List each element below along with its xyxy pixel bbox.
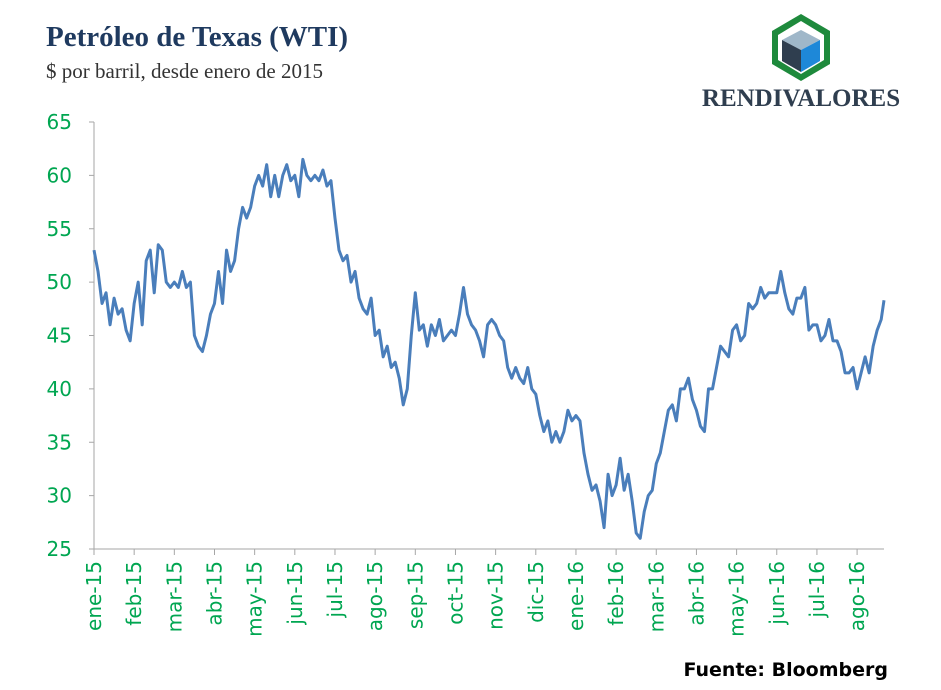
x-tick-label: jul-15 <box>323 561 347 618</box>
logo: RENDIVALORES <box>702 14 900 112</box>
y-tick-label: 40 <box>47 377 72 401</box>
x-tick-label: ago-15 <box>363 561 387 631</box>
y-tick-label: 30 <box>47 484 72 508</box>
x-tick-label: abr-16 <box>684 561 708 626</box>
x-tick-label: jul-16 <box>805 561 829 618</box>
y-tick-label: 35 <box>47 430 72 454</box>
y-tick-label: 60 <box>47 163 72 187</box>
x-tick-label: mar-15 <box>162 561 186 632</box>
x-tick-label: ene-16 <box>564 561 588 631</box>
x-tick-label: dic-15 <box>524 561 548 623</box>
x-tick-label: sep-15 <box>403 561 427 629</box>
y-tick-label: 65 <box>47 110 72 134</box>
x-tick-label: may-15 <box>243 561 267 637</box>
x-tick-label: feb-15 <box>122 561 146 626</box>
x-tick-label: oct-15 <box>443 561 467 625</box>
logo-cube-left <box>782 40 801 72</box>
y-tick-label: 25 <box>47 537 72 561</box>
chart-subtitle: $ por barril, desde enero de 2015 <box>46 59 323 83</box>
x-tick-label: jun-16 <box>765 561 789 626</box>
y-tick-label: 45 <box>47 324 72 348</box>
chart-title: Petróleo de Texas (WTI) <box>46 21 348 53</box>
x-tick-label: ago-16 <box>845 561 869 631</box>
logo-text: RENDIVALORES <box>702 85 900 112</box>
x-tick-label: feb-16 <box>604 561 628 626</box>
x-tick-label: ene-15 <box>82 561 106 631</box>
logo-cube-right <box>801 40 820 72</box>
data-line <box>92 157 886 540</box>
y-tick-label: 50 <box>47 270 72 294</box>
x-tick-label: may-16 <box>725 561 749 637</box>
x-tick-label: nov-15 <box>484 561 508 630</box>
x-tick-label: mar-16 <box>644 561 668 632</box>
source: Fuente: Bloomberg <box>683 659 888 681</box>
y-tick-label: 55 <box>47 217 72 241</box>
x-tick-label: jun-15 <box>283 561 307 626</box>
x-tick-label: abr-15 <box>202 561 226 626</box>
